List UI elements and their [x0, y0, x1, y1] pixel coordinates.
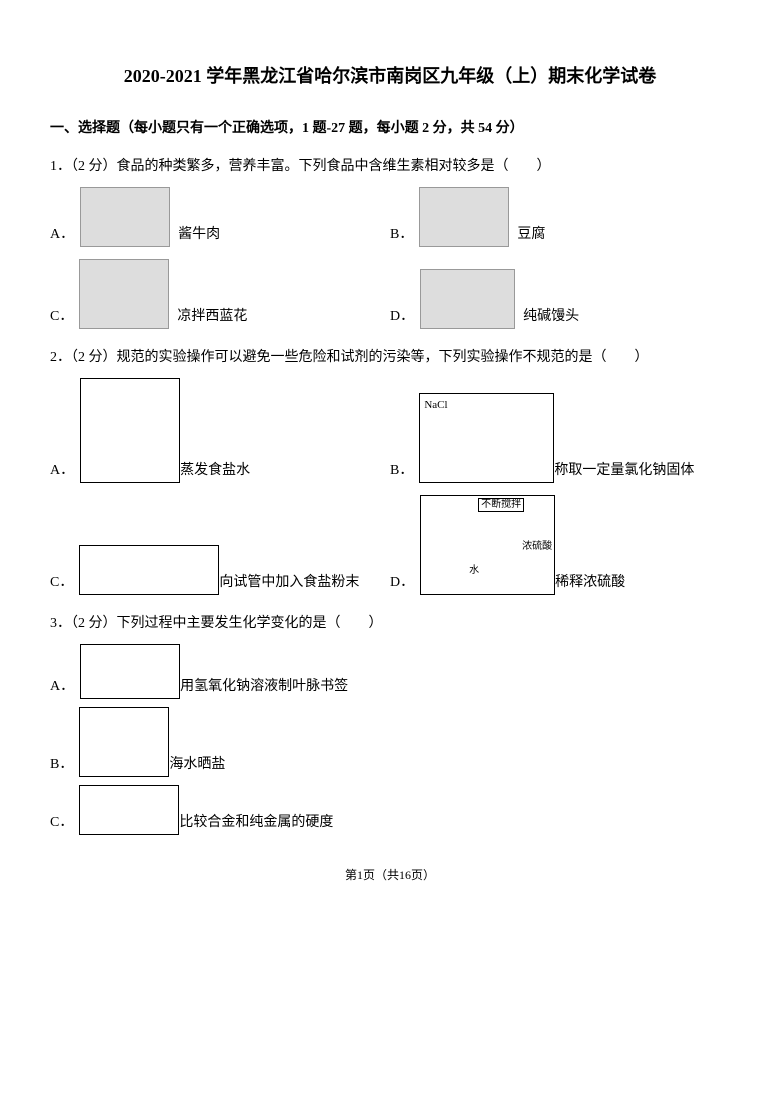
section-header: 一、选择题（每小题只有一个正确选项，1 题-27 题，每小题 2 分，共 54 … [50, 116, 730, 141]
option-label: 用氢氧化钠溶液制叶脉书签 [180, 674, 348, 699]
q2-option-c: C． 向试管中加入食盐粉末 [50, 545, 390, 595]
q1-option-c: C． 凉拌西蓝花 [50, 259, 390, 329]
q2-option-d: D． 不断搅拌 浓硫酸 水 稀释浓硫酸 [390, 495, 730, 595]
option-label: 称取一定量氯化钠固体 [554, 458, 694, 483]
option-letter: C． [50, 304, 73, 329]
q1-option-d: D． 纯碱馒头 [390, 269, 730, 329]
question-2: 2．（2 分）规范的实验操作可以避免一些危险和试剂的污染等，下列实验操作不规范的… [50, 345, 730, 603]
question-1-text: 1．（2 分）食品的种类繁多，营养丰富。下列食品中含维生素相对较多是（ ） [50, 154, 730, 179]
option-letter: A． [50, 458, 74, 483]
option-label: 蒸发食盐水 [180, 458, 250, 483]
option-letter: D． [390, 304, 414, 329]
diagram-test-tube [79, 545, 219, 595]
question-3: 3．（2 分）下列过程中主要发生化学变化的是（ ） A． 用氢氧化钠溶液制叶脉书… [50, 611, 730, 835]
option-label: 海水晒盐 [169, 752, 225, 777]
option-label: 凉拌西蓝花 [177, 304, 247, 329]
exam-title: 2020-2021 学年黑龙江省哈尔滨市南岗区九年级（上）期末化学试卷 [50, 60, 730, 92]
diagram-seawater [79, 707, 169, 777]
option-letter: B． [390, 458, 413, 483]
option-label: 酱牛肉 [178, 222, 220, 247]
q3-option-c: C． 比较合金和纯金属的硬度 [50, 785, 730, 835]
water-label: 水 [469, 562, 479, 580]
acid-label: 浓硫酸 [522, 538, 552, 556]
food-image-tofu [419, 187, 509, 247]
option-letter: C． [50, 810, 73, 835]
diagram-evaporation [80, 378, 180, 483]
option-letter: A． [50, 674, 74, 699]
page-footer: 第1页（共16页） [50, 865, 730, 887]
option-label: 稀释浓硫酸 [555, 570, 625, 595]
option-letter: A． [50, 222, 74, 247]
diagram-dilution: 不断搅拌 浓硫酸 水 [420, 495, 555, 595]
q2-option-b: B． NaCl 称取一定量氯化钠固体 [390, 393, 730, 483]
food-image-mantou [420, 269, 515, 329]
diagram-leaf [80, 644, 180, 699]
question-1: 1．（2 分）食品的种类繁多，营养丰富。下列食品中含维生素相对较多是（ ） A．… [50, 154, 730, 337]
q3-option-b: B． 海水晒盐 [50, 707, 730, 777]
q1-option-b: B． 豆腐 [390, 187, 730, 247]
food-image-beef [80, 187, 170, 247]
option-label: 向试管中加入食盐粉末 [219, 570, 359, 595]
option-label: 纯碱馒头 [523, 304, 579, 329]
option-label: 豆腐 [517, 222, 545, 247]
question-2-text: 2．（2 分）规范的实验操作可以避免一些危险和试剂的污染等，下列实验操作不规范的… [50, 345, 730, 370]
diagram-hardness [79, 785, 179, 835]
nacl-label: NaCl [424, 396, 447, 416]
option-letter: B． [390, 222, 413, 247]
option-letter: C． [50, 570, 73, 595]
q2-option-a: A． 蒸发食盐水 [50, 378, 390, 483]
option-label: 比较合金和纯金属的硬度 [179, 810, 333, 835]
option-letter: D． [390, 570, 414, 595]
diagram-balance: NaCl [419, 393, 554, 483]
q1-option-a: A． 酱牛肉 [50, 187, 390, 247]
question-3-text: 3．（2 分）下列过程中主要发生化学变化的是（ ） [50, 611, 730, 636]
food-image-broccoli [79, 259, 169, 329]
q3-option-a: A． 用氢氧化钠溶液制叶脉书签 [50, 644, 730, 699]
stir-label: 不断搅拌 [478, 498, 524, 512]
option-letter: B． [50, 752, 73, 777]
